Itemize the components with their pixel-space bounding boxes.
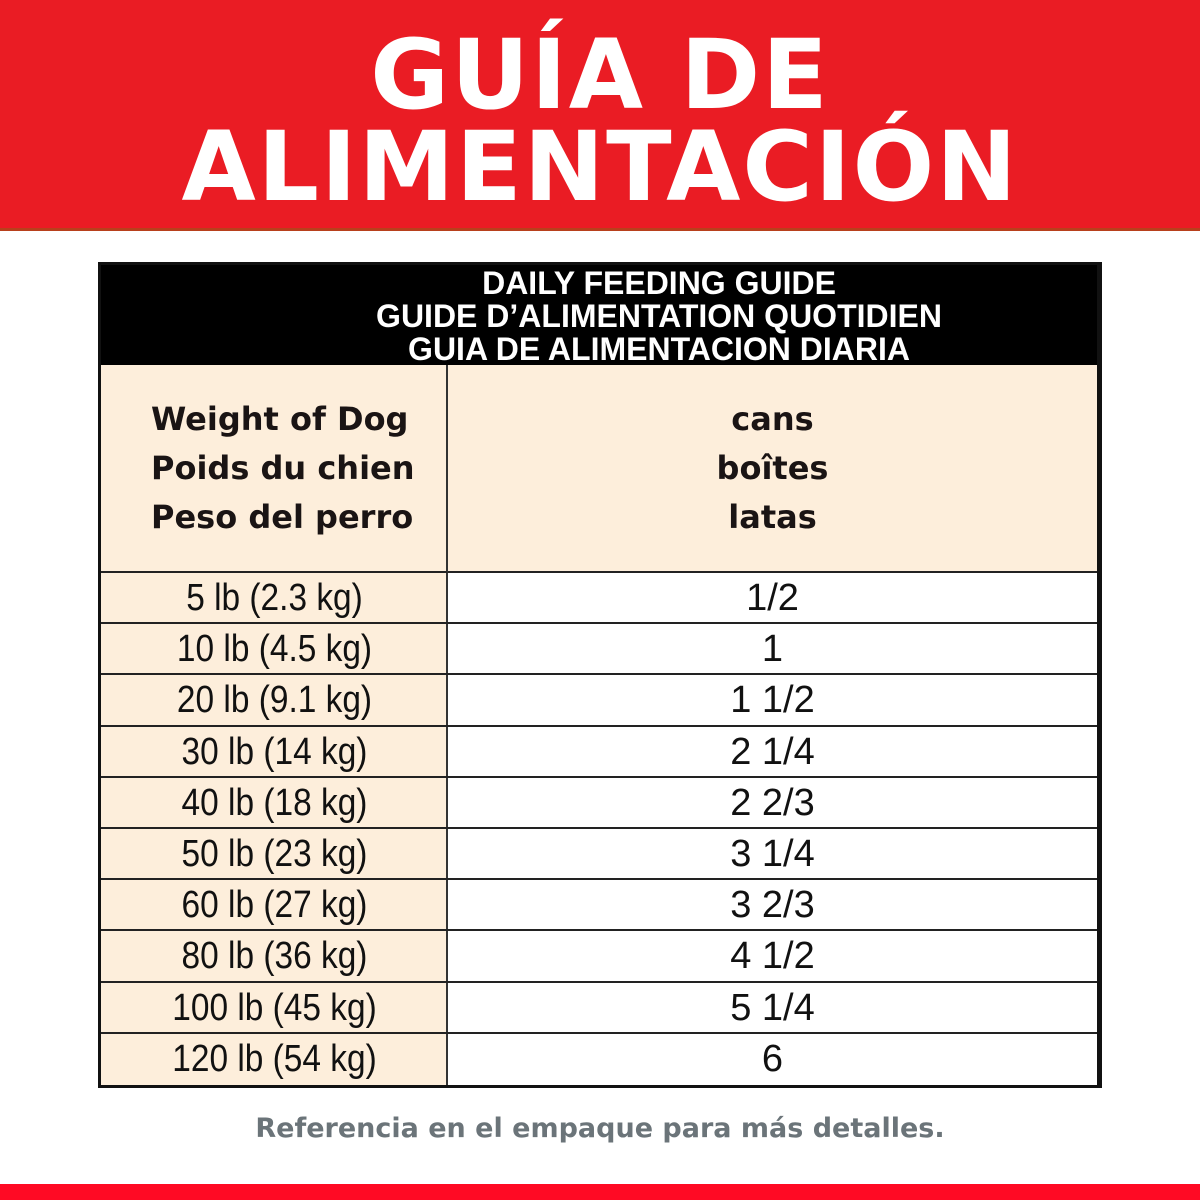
weight-label-fr: Poids du chien — [151, 449, 415, 487]
weight-cell-bg — [101, 573, 448, 623]
cans-cell: 2 2/3 — [448, 777, 1097, 827]
weight-cell-bg — [101, 726, 448, 776]
feeding-table: DAILY FEEDING GUIDE GUIDE D’ALIMENTATION… — [98, 262, 1102, 1088]
cans-label-en: cans — [731, 400, 814, 438]
table-row: 5 lb (2.3 kg) 1/2 — [101, 573, 1097, 625]
weight-label-en: Weight of Dog — [151, 400, 409, 438]
table-row: 100 lb (45 kg) 5 1/4 — [101, 982, 1097, 1034]
weight-cell-bg — [101, 880, 448, 930]
cans-cell: 6 — [448, 1033, 1097, 1085]
weight-cell: 10 lb (4.5 kg) — [176, 628, 373, 671]
cans-label-fr: boîtes — [716, 449, 829, 487]
weight-cell-bg — [101, 829, 448, 879]
cans-cell: 1 1/2 — [448, 675, 1097, 725]
table-row: 120 lb (54 kg) 6 — [101, 1033, 1097, 1085]
weight-label-es: Peso del perro — [151, 498, 414, 536]
cans-cell: 1/2 — [448, 573, 1097, 623]
table-heading: DAILY FEEDING GUIDE GUIDE D’ALIMENTATION… — [101, 265, 1097, 367]
weight-cell-bg — [101, 675, 448, 725]
column-header-cans: cans boîtes latas — [448, 365, 1097, 573]
column-header-weight: Weight of Dog Poids du chien Peso del pe… — [101, 365, 448, 573]
cans-cell: 3 1/4 — [448, 829, 1097, 879]
table-row: 80 lb (36 kg) 4 1/2 — [101, 931, 1097, 983]
weight-cell: 120 lb (54 kg) — [172, 1037, 377, 1080]
table-row: 40 lb (18 kg) 2 2/3 — [101, 777, 1097, 829]
weight-cell-bg — [101, 982, 448, 1032]
bottom-bar — [0, 1184, 1200, 1200]
weight-cell-bg — [101, 931, 448, 981]
heading-es: GUIA DE ALIMENTACION DIARIA — [408, 331, 910, 367]
weight-cell: 30 lb (14 kg) — [181, 730, 368, 773]
heading-en: DAILY FEEDING GUIDE — [482, 265, 836, 301]
weight-cell: 40 lb (18 kg) — [181, 781, 368, 824]
cans-cell: 4 1/2 — [448, 931, 1097, 981]
weight-cell-bg — [101, 624, 448, 674]
cans-cell: 3 2/3 — [448, 880, 1097, 930]
table-body: 5 lb (2.3 kg) 1/2 10 lb (4.5 kg) 1 20 lb (9.… — [101, 573, 1097, 1085]
table-row: 60 lb (27 kg) 3 2/3 — [101, 880, 1097, 932]
table-row: 10 lb (4.5 kg) 1 — [101, 624, 1097, 676]
title-line-1: GUÍA DE — [370, 19, 830, 131]
weight-cell: 20 lb (9.1 kg) — [176, 679, 373, 722]
weight-cell: 60 lb (27 kg) — [181, 884, 368, 927]
cans-label-es: latas — [728, 498, 817, 536]
weight-cell-bg — [101, 1033, 448, 1085]
footer-note: Referencia en el empaque para más detall… — [255, 1113, 945, 1144]
weight-cell: 50 lb (23 kg) — [181, 833, 368, 875]
heading-fr: GUIDE D’ALIMENTATION QUOTIDIEN — [376, 298, 942, 334]
weight-cell: 5 lb (2.3 kg) — [186, 577, 363, 619]
weight-cell-bg — [101, 777, 448, 827]
weight-cell: 100 lb (45 kg) — [172, 986, 377, 1029]
title-line-2: ALIMENTACIÓN — [181, 111, 1019, 223]
cans-cell: 2 1/4 — [448, 726, 1097, 776]
table-row: 50 lb (23 kg) 3 1/4 — [101, 829, 1097, 881]
table-row: 20 lb (9.1 kg) 1 1/2 — [101, 675, 1097, 727]
cans-cell: 1 — [448, 624, 1097, 674]
cans-cell: 5 1/4 — [448, 982, 1097, 1032]
weight-cell: 80 lb (36 kg) — [181, 935, 368, 978]
table-row: 30 lb (14 kg) 2 1/4 — [101, 726, 1097, 778]
title-banner: GUÍA DE ALIMENTACIÓN — [0, 0, 1200, 231]
